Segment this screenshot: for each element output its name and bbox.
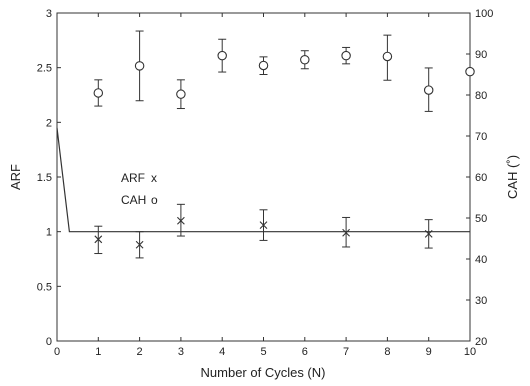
x-tick-label: 7	[343, 346, 349, 358]
x-tick-label: 1	[95, 346, 101, 358]
x-tick-label: 9	[426, 346, 432, 358]
cah-point	[176, 89, 186, 99]
cah-point	[93, 88, 104, 98]
y-tick-label: 0.5	[37, 281, 52, 293]
x-tick-label: 3	[178, 346, 184, 358]
y-tick-label: 2	[46, 117, 52, 129]
cah-point	[134, 61, 145, 71]
cah-point	[423, 85, 434, 95]
y2-axis-title: CAH (˚)	[505, 155, 520, 199]
y-tick-label: 2.5	[37, 63, 52, 75]
y-tick-label: 0	[46, 336, 52, 348]
arf-point	[177, 216, 185, 225]
legend-marker-arf: x	[151, 171, 157, 185]
legend-marker-cah: o	[151, 193, 158, 207]
y2-tick-label: 30	[475, 295, 487, 307]
legend-entry-arf: ARF	[121, 171, 145, 185]
y2-tick-label: 50	[475, 213, 487, 225]
cah-point	[382, 51, 393, 62]
x-tick-label: 0	[54, 346, 60, 358]
data-layer	[56, 30, 475, 259]
legend-entry-cah: CAH	[121, 193, 146, 207]
x-tick-label: 6	[302, 346, 308, 358]
cah-point	[258, 60, 269, 71]
y-tick-label: 1	[46, 227, 52, 239]
x-tick-label: 8	[384, 346, 390, 358]
arf-point-stroke	[342, 228, 350, 237]
x-tick-label: 5	[260, 346, 266, 358]
arf-point	[259, 221, 268, 229]
x-tick-label: 4	[219, 346, 225, 358]
arf-point-stroke	[135, 240, 144, 249]
cah-point	[217, 50, 227, 61]
y-tick-label: 1.5	[37, 172, 52, 184]
reference-line	[56, 127, 470, 233]
y2-tick-label: 100	[475, 8, 493, 20]
cah-point	[300, 54, 310, 65]
cah-point	[465, 66, 475, 77]
arf-point	[135, 240, 144, 249]
y2-tick-label: 70	[475, 131, 487, 143]
y2-tick-label: 40	[475, 254, 487, 266]
legend: ARF x CAH o	[121, 171, 158, 207]
arf-point-stroke	[94, 235, 103, 244]
y2-tick-label: 90	[475, 49, 487, 61]
x-axis-title: Number of Cycles (N)	[201, 365, 326, 380]
x-tick-label: 10	[464, 346, 476, 358]
y2-tick-label: 20	[475, 336, 487, 348]
y-axis-title: ARF	[8, 164, 23, 190]
arf-point-stroke	[177, 216, 185, 225]
cah-point	[341, 50, 351, 61]
y2-tick-label: 60	[475, 172, 487, 184]
arf-point-stroke	[259, 221, 268, 229]
y2-tick-label: 80	[475, 90, 487, 102]
y-tick-label: 3	[46, 8, 52, 20]
x-tick-label: 2	[137, 346, 143, 358]
arf-point	[94, 235, 103, 244]
ticks-layer: 0 1 2 3 4 5 6 7 8 9 1000.511.522.53203040506070809…	[37, 8, 494, 358]
arf-point	[342, 228, 350, 237]
